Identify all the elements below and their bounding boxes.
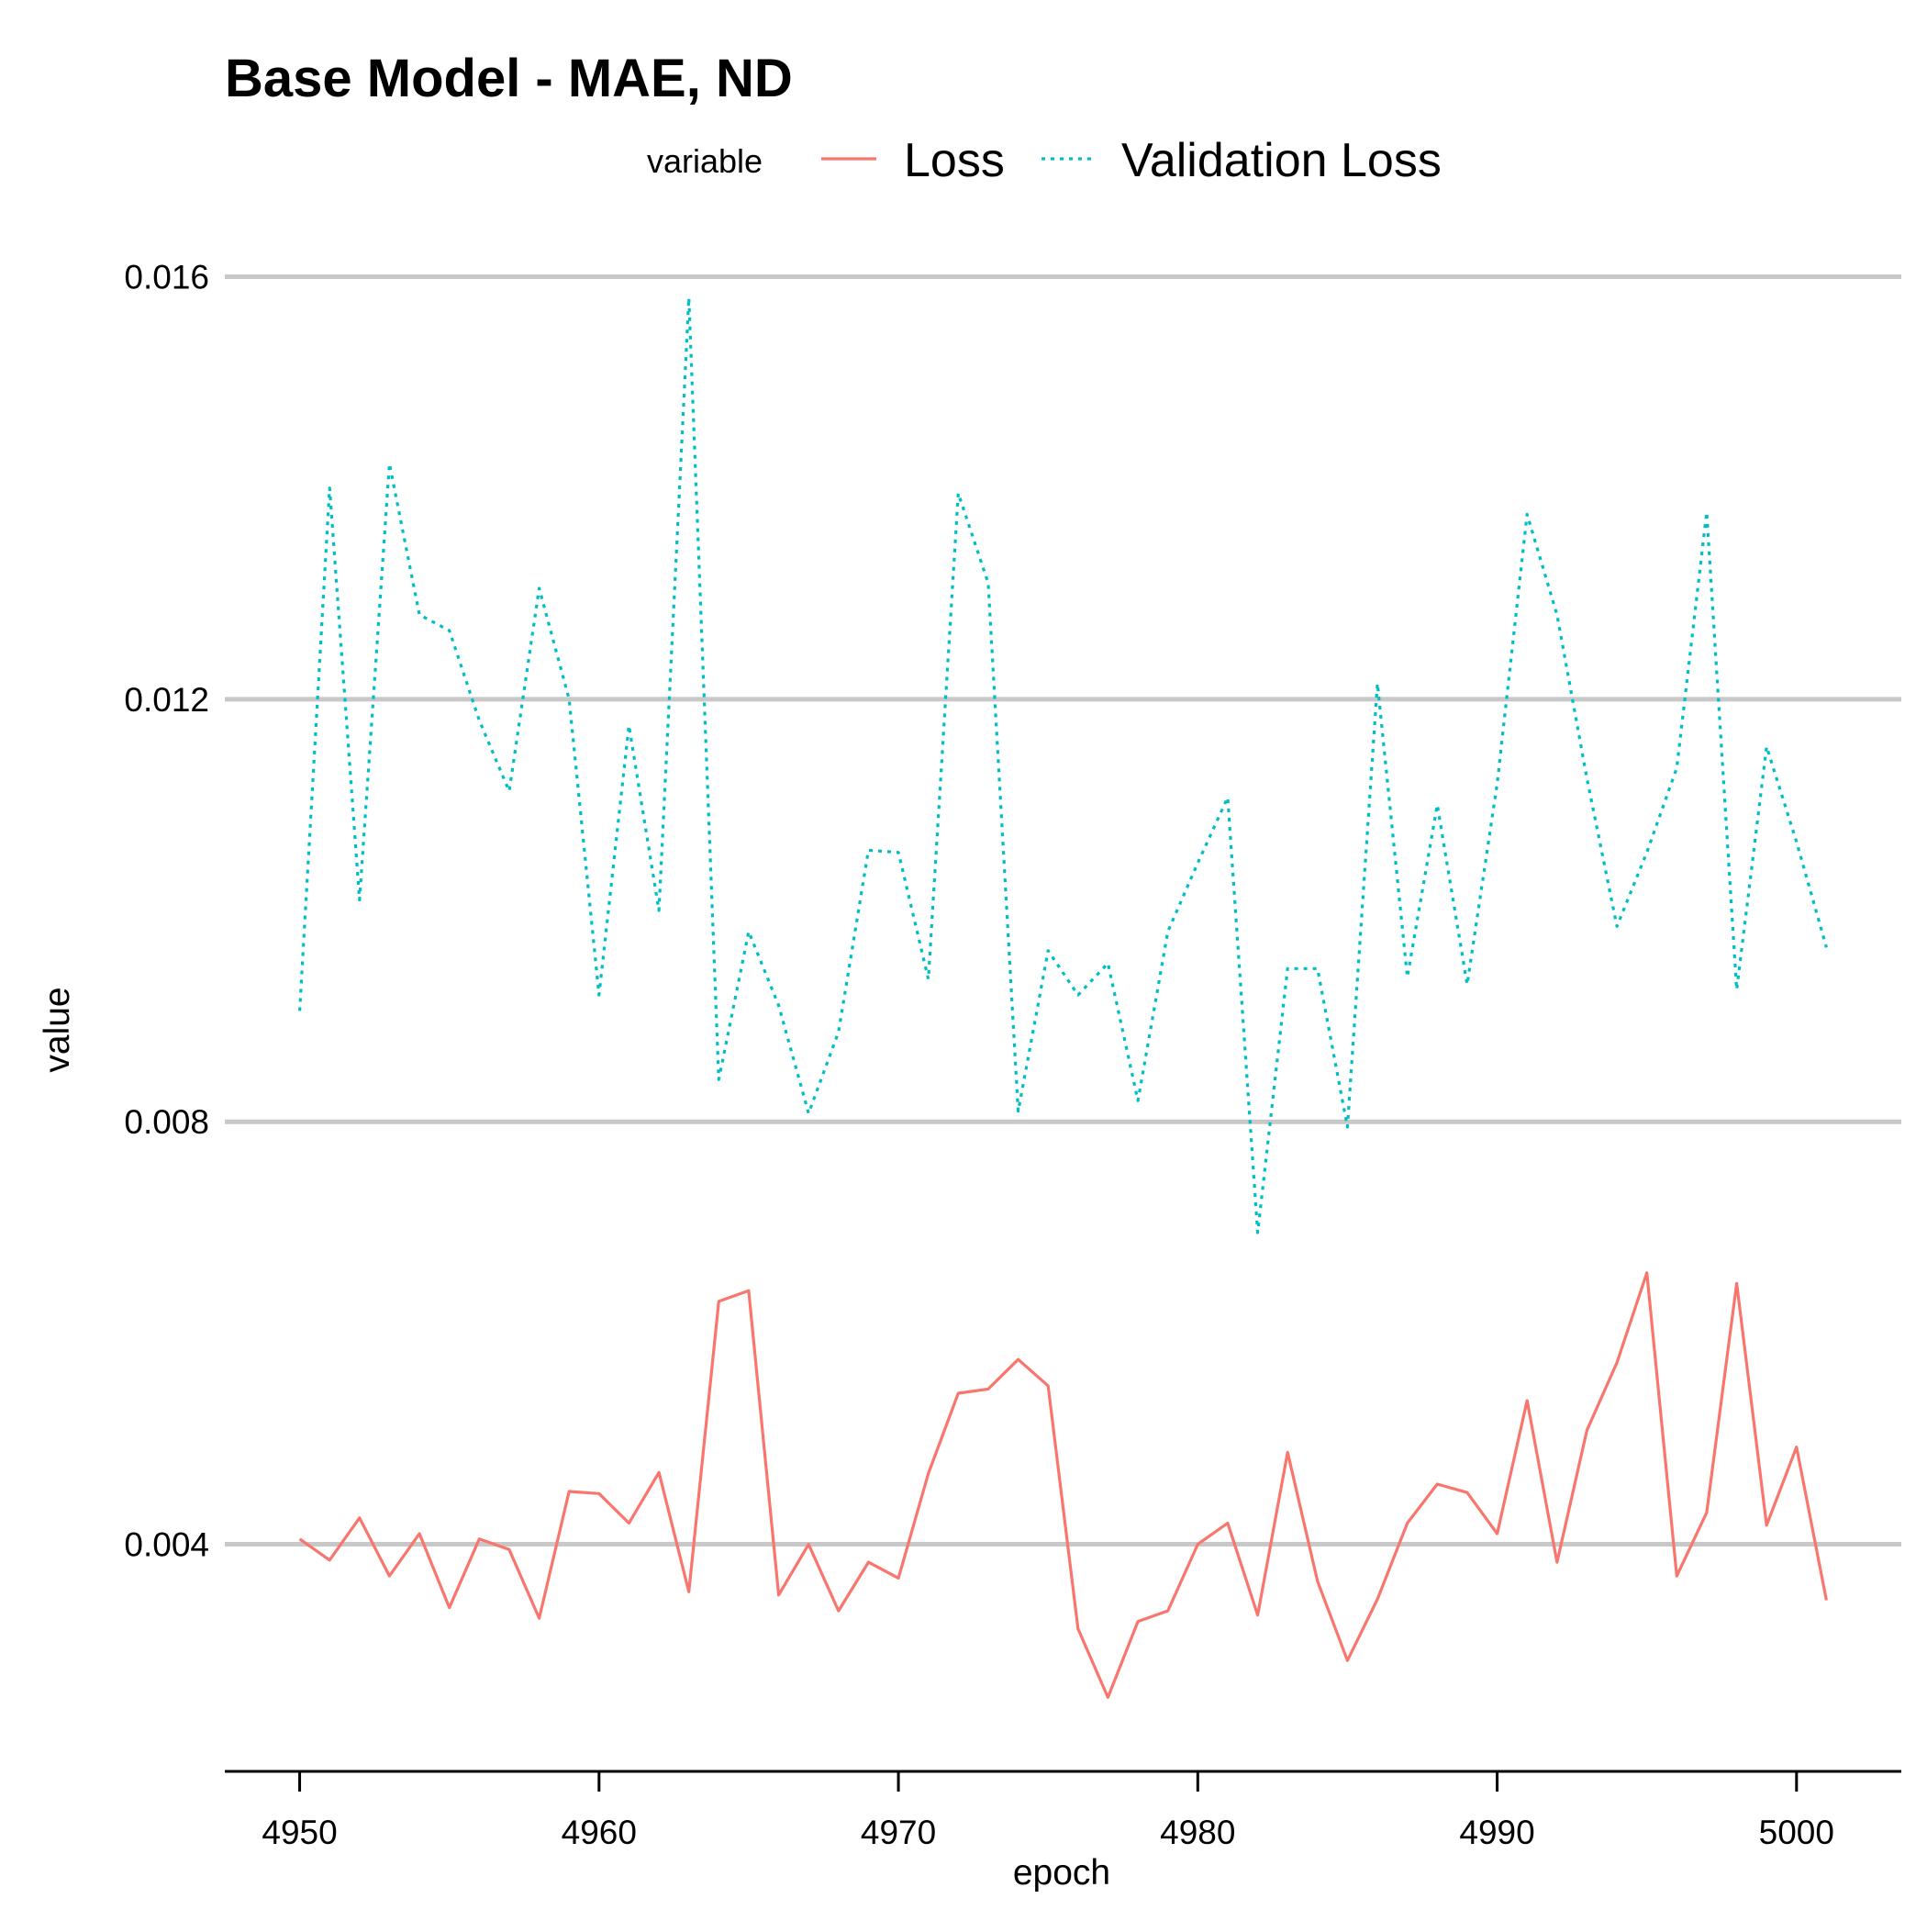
y-tick-label: 0.016: [124, 258, 209, 296]
y-tick-label: 0.008: [124, 1103, 209, 1141]
x-tick-label: 4990: [1459, 1814, 1534, 1851]
chart-title: Base Model - MAE, ND: [225, 49, 793, 108]
y-axis-ticks: 0.004 0.008 0.012 0.016: [124, 258, 209, 1563]
x-tick-label: 5000: [1759, 1814, 1834, 1851]
series-line-validation-loss: [298, 296, 1828, 1234]
x-tick-label: 4980: [1160, 1814, 1235, 1851]
x-tick-label: 4960: [562, 1814, 637, 1851]
legend-label-validation-loss: Validation Loss: [1121, 134, 1442, 187]
x-tick-label: 4970: [861, 1814, 936, 1851]
y-tick-label: 0.012: [124, 681, 209, 719]
x-axis-label: epoch: [1013, 1853, 1110, 1893]
legend-title: variable: [647, 142, 763, 180]
legend-label-loss: Loss: [904, 134, 1005, 187]
series-line-loss: [298, 1271, 1828, 1700]
grid-lines: [225, 274, 1901, 1547]
legend: variable Loss Validation Loss: [647, 134, 1442, 187]
series-lines: [298, 296, 1828, 1700]
x-tick-label: 4950: [262, 1814, 337, 1851]
y-tick-label: 0.004: [124, 1526, 209, 1564]
x-axis: 4950 4960 4970 4980 4990 5000: [225, 1770, 1901, 1851]
y-axis-label: value: [38, 987, 77, 1072]
